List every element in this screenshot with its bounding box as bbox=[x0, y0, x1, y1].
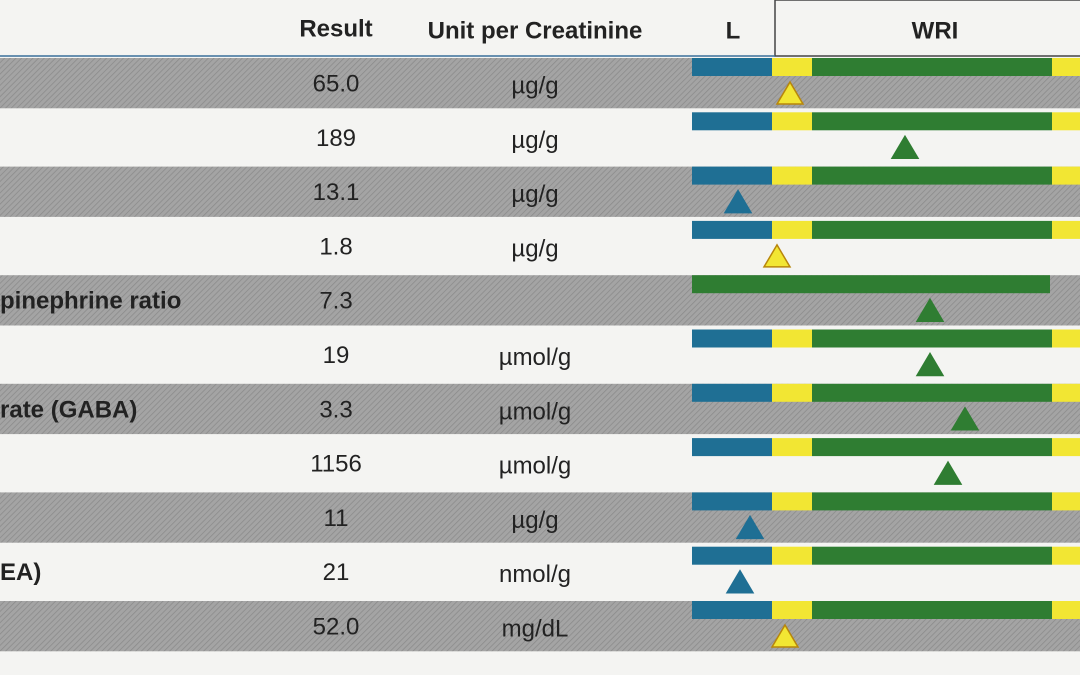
low-bar bbox=[692, 383, 772, 402]
result: 1.8 bbox=[319, 233, 352, 260]
marker bbox=[933, 460, 963, 485]
result: 7.3 bbox=[319, 288, 352, 315]
border-bar bbox=[1052, 220, 1080, 239]
low-header: L bbox=[726, 17, 741, 44]
low-bar bbox=[692, 112, 772, 131]
range-bar bbox=[812, 112, 1052, 131]
low-bar bbox=[692, 329, 772, 348]
low-bar bbox=[692, 546, 772, 565]
range-bar bbox=[812, 58, 1052, 76]
result: 19 bbox=[323, 342, 350, 369]
border-bar bbox=[1052, 166, 1080, 185]
marker bbox=[735, 514, 765, 540]
low-bar bbox=[692, 438, 772, 457]
border-bar bbox=[772, 329, 812, 348]
low-bar bbox=[692, 220, 772, 239]
range-bar bbox=[812, 546, 1052, 565]
result: 13.1 bbox=[313, 179, 360, 206]
range-header-box bbox=[774, 0, 1080, 57]
border-bar bbox=[772, 601, 812, 619]
marker bbox=[770, 623, 800, 648]
marker bbox=[915, 297, 945, 322]
range-bar bbox=[812, 492, 1052, 511]
border-bar bbox=[1052, 383, 1080, 402]
result: 11 bbox=[324, 505, 349, 532]
unit: µmol/g bbox=[499, 453, 572, 480]
result: 52.0 bbox=[313, 613, 360, 640]
unit: mg/dL bbox=[502, 615, 569, 642]
low-bar bbox=[692, 58, 772, 76]
low-bar bbox=[692, 492, 772, 511]
result: 65.0 bbox=[313, 70, 360, 97]
range-bar bbox=[812, 329, 1052, 348]
border-bar bbox=[1052, 329, 1080, 348]
unit: µg/g bbox=[511, 127, 558, 154]
range-bar bbox=[812, 438, 1052, 457]
border-bar bbox=[772, 58, 812, 76]
range-bar bbox=[812, 601, 1052, 619]
result: 3.3 bbox=[319, 396, 352, 423]
unit: µg/g bbox=[511, 181, 558, 208]
marker bbox=[775, 80, 805, 105]
marker bbox=[762, 243, 792, 268]
low-bar bbox=[692, 166, 772, 185]
border-bar bbox=[1052, 601, 1080, 619]
border-bar bbox=[772, 546, 812, 565]
range-header: WRI bbox=[912, 17, 959, 44]
border-bar bbox=[1052, 492, 1080, 511]
unit: µg/g bbox=[511, 72, 558, 99]
result: 189 bbox=[316, 125, 356, 152]
unit: µg/g bbox=[511, 235, 558, 262]
range-bar bbox=[812, 220, 1052, 239]
low-bar bbox=[692, 601, 772, 619]
range-bar bbox=[812, 166, 1052, 185]
border-bar bbox=[1052, 438, 1080, 457]
border-bar bbox=[772, 492, 812, 511]
result: 1156 bbox=[310, 451, 362, 478]
border-bar bbox=[772, 112, 812, 131]
marker bbox=[890, 134, 920, 160]
unit-header: Unit per Creatinine bbox=[428, 17, 643, 44]
marker bbox=[915, 352, 945, 377]
unit: nmol/g bbox=[499, 561, 571, 588]
result-header: Result bbox=[299, 15, 372, 42]
unit: µg/g bbox=[511, 507, 558, 534]
row-label: pinephrine ratio bbox=[0, 288, 181, 315]
border-bar bbox=[772, 220, 812, 239]
range-bar bbox=[692, 275, 1050, 294]
border-bar bbox=[772, 383, 812, 402]
border-bar bbox=[1052, 546, 1080, 565]
border-bar bbox=[1052, 58, 1080, 76]
rows: 65.0 µg/g 189 µg/g 13.1 µg/g 1.8 µg/g pinephrine… bbox=[0, 58, 1080, 652]
border-bar bbox=[772, 438, 812, 457]
border-bar bbox=[1052, 112, 1080, 131]
unit: µmol/g bbox=[499, 344, 572, 371]
row-label: rate (GABA) bbox=[0, 396, 137, 423]
result: 21 bbox=[323, 559, 350, 586]
marker bbox=[950, 406, 980, 431]
row-label: EA) bbox=[0, 559, 41, 586]
border-bar bbox=[772, 166, 812, 185]
marker bbox=[723, 189, 753, 214]
range-bar bbox=[812, 383, 1052, 402]
marker bbox=[725, 569, 755, 594]
unit: µmol/g bbox=[499, 398, 572, 425]
